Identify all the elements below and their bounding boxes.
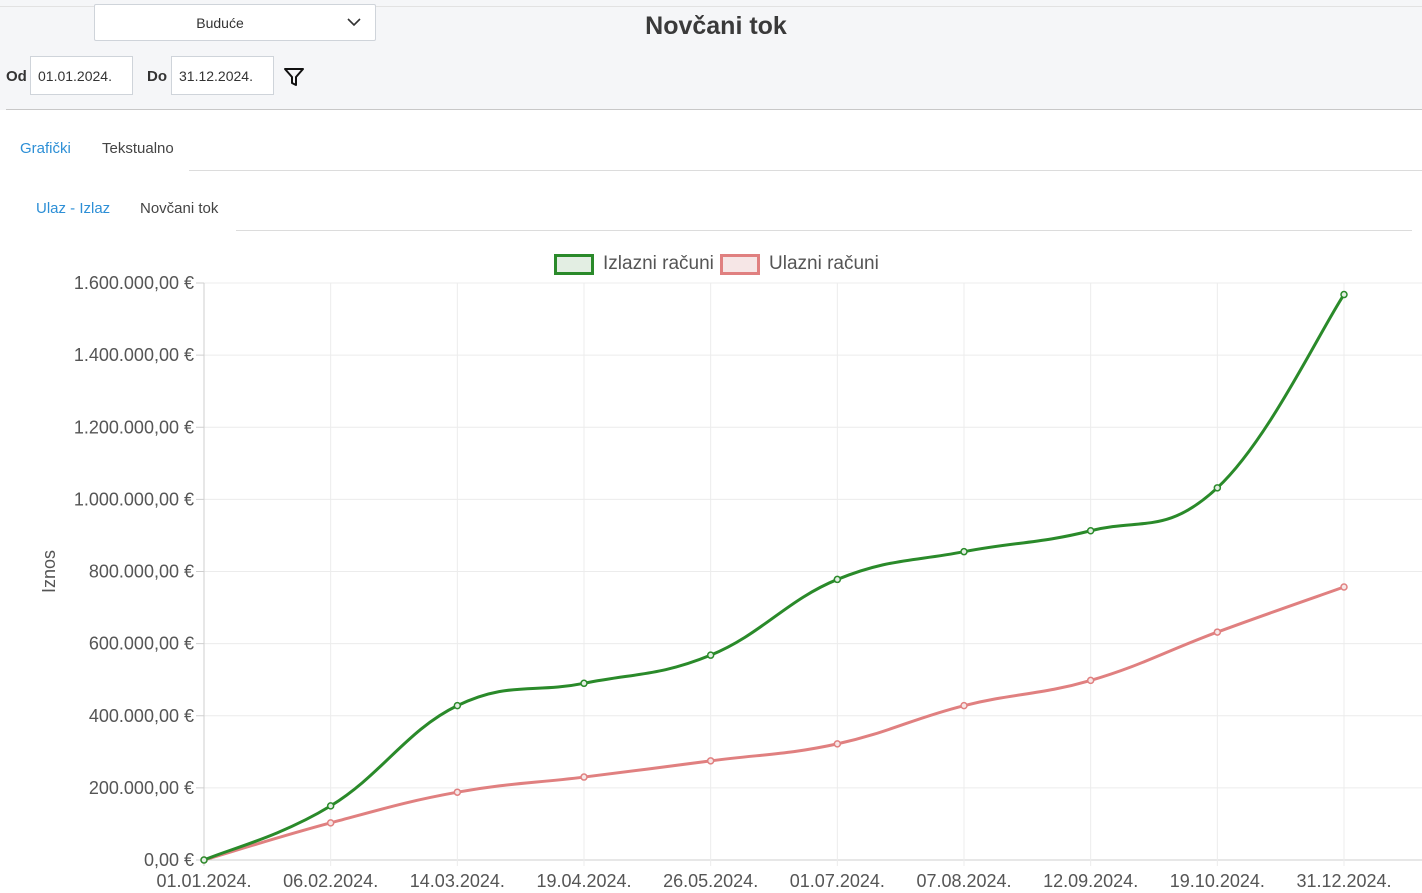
- y-tick-label: 800.000,00 €: [89, 562, 194, 582]
- to-label: Do: [147, 68, 167, 85]
- series-line-ulazni: [203, 585, 1345, 862]
- legend-swatch-ulazni: [720, 254, 760, 275]
- data-point-ulazni: [960, 701, 968, 710]
- x-tick-label: 31.12.2024.: [1296, 871, 1391, 891]
- y-axis-title: Iznos: [39, 550, 59, 593]
- data-point-izlazni: [326, 802, 335, 810]
- data-point-izlazni: [200, 856, 208, 864]
- legend-label-ulazni: Ulazni računi: [769, 253, 879, 274]
- data-point-izlazni: [453, 701, 462, 710]
- period-select[interactable]: Buduće: [94, 4, 376, 41]
- page-title: Novčani tok: [645, 12, 787, 40]
- data-point-ulazni: [1340, 583, 1348, 591]
- from-date-input[interactable]: [30, 56, 133, 95]
- x-tick-label: 01.01.2024.: [156, 871, 251, 891]
- x-tick-label: 26.05.2024.: [663, 871, 758, 891]
- x-tick-label: 19.04.2024.: [536, 871, 631, 891]
- y-tick-label: 1.400.000,00 €: [74, 345, 194, 365]
- tab-graficki[interactable]: Grafički: [20, 140, 71, 157]
- tabs-divider: [189, 170, 1422, 171]
- subtabs-divider: [236, 230, 1412, 231]
- data-point-izlazni: [1086, 526, 1095, 535]
- y-tick-label: 0,00 €: [144, 850, 194, 870]
- legend-label-izlazni: Izlazni računi: [603, 253, 714, 274]
- period-select-value: Buduće: [196, 15, 244, 31]
- data-point-izlazni: [1340, 290, 1348, 299]
- y-tick-label: 1.000.000,00 €: [74, 489, 194, 509]
- y-tick-label: 400.000,00 €: [89, 706, 194, 726]
- data-point-ulazni: [1213, 628, 1222, 636]
- x-tick-label: 12.09.2024.: [1043, 871, 1138, 891]
- x-tick-label: 01.07.2024.: [790, 871, 885, 891]
- data-point-ulazni: [580, 773, 588, 781]
- tab-tekstualno[interactable]: Tekstualno: [102, 140, 174, 157]
- toolbar-top-border: [0, 6, 1422, 7]
- from-label: Od: [6, 68, 27, 85]
- series-line-izlazni: [203, 293, 1346, 862]
- y-tick-label: 200.000,00 €: [89, 778, 194, 798]
- x-tick-label: 14.03.2024.: [410, 871, 505, 891]
- data-point-izlazni: [960, 547, 968, 556]
- data-point-izlazni: [580, 679, 588, 688]
- chevron-down-icon: [347, 18, 361, 27]
- x-tick-label: 19.10.2024.: [1170, 871, 1265, 891]
- y-tick-label: 1.200.000,00 €: [74, 417, 194, 437]
- x-tick-label: 06.02.2024.: [283, 871, 378, 891]
- data-point-ulazni: [1086, 676, 1095, 685]
- data-point-izlazni: [1213, 484, 1222, 492]
- data-point-ulazni: [326, 819, 335, 827]
- subtab-novcani-tok[interactable]: Novčani tok: [140, 200, 219, 217]
- data-point-izlazni: [706, 651, 715, 659]
- filter-icon[interactable]: [283, 66, 305, 88]
- data-point-ulazni: [706, 757, 715, 765]
- x-tick-label: 07.08.2024.: [916, 871, 1011, 891]
- cash-flow-chart: 0,00 € 200.000,00 € 400.000,00 € 600.000,00…: [39, 273, 1422, 891]
- y-tick-label: 600.000,00 €: [89, 634, 194, 654]
- toolbar-divider: [6, 109, 1422, 110]
- data-point-izlazni: [833, 575, 842, 584]
- y-tick-label: 1.600.000,00 €: [74, 273, 194, 293]
- legend-swatch-izlazni: [554, 254, 594, 275]
- data-point-ulazni: [833, 740, 842, 748]
- to-date-input[interactable]: [171, 56, 274, 95]
- data-point-ulazni: [453, 788, 462, 796]
- subtab-ulaz-izlaz[interactable]: Ulaz - Izlaz: [36, 200, 111, 217]
